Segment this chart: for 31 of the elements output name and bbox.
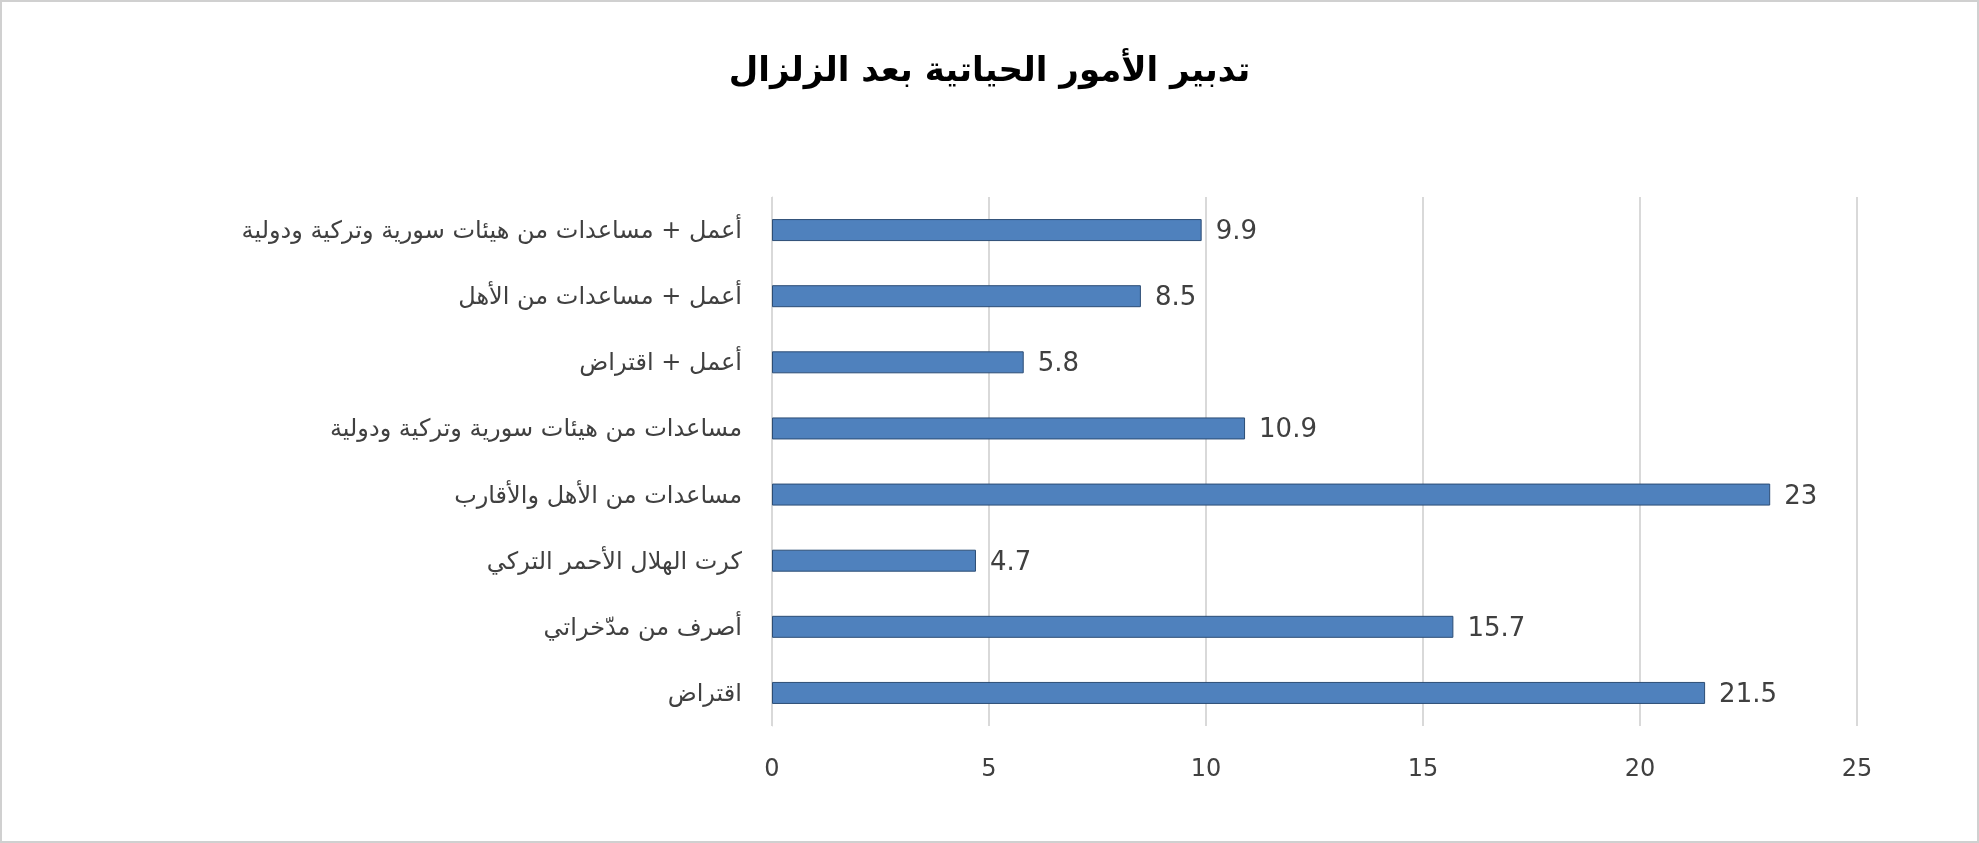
bar — [772, 615, 1454, 638]
bar — [772, 417, 1246, 440]
y-tick-label: كرت الهلال الأحمر التركي — [486, 545, 743, 575]
x-tick-label: 5 — [981, 754, 997, 782]
x-tick-label: 0 — [764, 754, 780, 782]
y-tick-label: اقتراض — [667, 678, 742, 707]
data-label: 8.5 — [1154, 281, 1197, 312]
bar — [772, 351, 1024, 374]
data-label: 4.7 — [989, 545, 1032, 576]
x-tick-label: 10 — [1190, 754, 1222, 782]
x-tick-label: 25 — [1841, 754, 1873, 782]
bar — [772, 219, 1202, 242]
data-label: 23 — [1784, 479, 1818, 510]
data-label: 15.7 — [1467, 611, 1526, 642]
data-label: 5.8 — [1037, 347, 1080, 378]
y-tick-label: أصرف من مدّخراتي — [543, 610, 742, 641]
bar — [772, 549, 976, 572]
bar — [772, 681, 1706, 704]
data-label: 10.9 — [1259, 413, 1317, 444]
x-tick-label: 20 — [1624, 754, 1656, 782]
y-tick-label: مساعدات من هيئات سورية وتركية ودولية — [329, 414, 742, 443]
y-tick-label: مساعدات من الأهل والأقارب — [454, 479, 742, 509]
x-tick-label: 15 — [1407, 754, 1439, 782]
data-label: 9.9 — [1215, 215, 1258, 246]
bar — [772, 285, 1141, 308]
y-tick-label: أعمل + مساعدات من الأهل — [458, 280, 742, 311]
y-tick-label: أعمل + اقتراض — [579, 346, 742, 377]
y-tick-label: أعمل + مساعدات من هيئات سورية وتركية ودولية — [241, 214, 742, 245]
chart-title: تدبير الأمور الحياتية بعد الزلزال — [728, 48, 1251, 90]
data-label: 21.5 — [1719, 677, 1777, 708]
bar — [772, 483, 1771, 506]
